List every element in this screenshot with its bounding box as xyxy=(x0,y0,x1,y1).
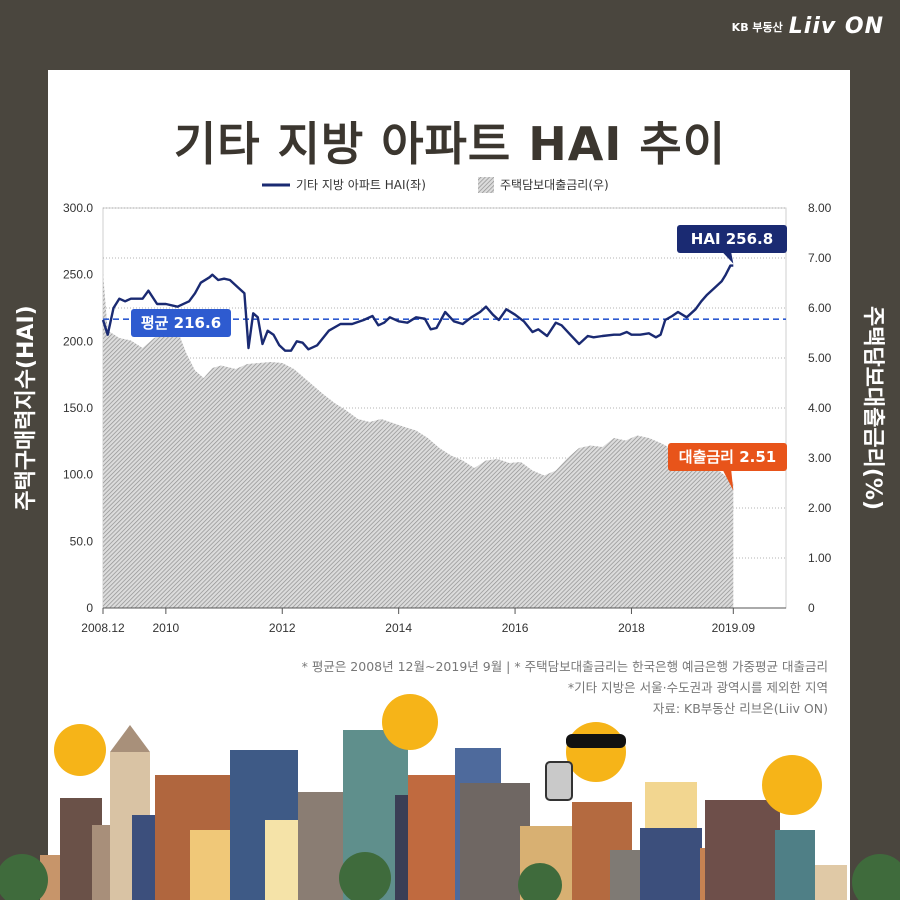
footnote-average: * 평균은 2008년 12월~2019년 9월 | * 주택담보대출금리는 한… xyxy=(301,659,828,674)
rate-series xyxy=(103,273,734,608)
legend-hai-label: 기타 지방 아파트 HAI(좌) xyxy=(296,178,426,192)
left-tick-label: 50.0 xyxy=(70,534,94,548)
average-badge-text: 평균 216.6 xyxy=(141,314,221,332)
right-tick-label: 7.00 xyxy=(808,251,832,265)
right-tick-label: 2.00 xyxy=(808,501,832,515)
trees xyxy=(0,852,900,900)
right-tick-label: 5.00 xyxy=(808,351,832,365)
rate-badge-text: 대출금리 2.51 xyxy=(679,448,776,466)
rate-area xyxy=(103,273,734,608)
mascot-characters xyxy=(54,694,822,815)
legend-rate-swatch xyxy=(478,177,494,193)
rate-badge: 대출금리 2.51 xyxy=(668,443,787,491)
x-tick-label: 2008.12 xyxy=(81,621,125,635)
rate-badge-box xyxy=(668,443,787,471)
x-tick-label: 2016 xyxy=(502,621,529,635)
left-tick-label: 250.0 xyxy=(63,268,93,282)
rate-badge-pointer xyxy=(723,471,734,491)
chart-title: 기타 지방 아파트 HAI 추이 xyxy=(173,117,727,171)
footnotes: * 평균은 2008년 12월~2019년 9월 | * 주택담보대출금리는 한… xyxy=(302,656,828,719)
hai-badge-text: HAI 256.8 xyxy=(691,230,773,248)
x-tick-label: 2018 xyxy=(618,621,645,635)
brand-logo: KB 부동산 Liiv ON xyxy=(732,14,884,39)
hai-badge-box xyxy=(677,225,787,253)
left-tick-label: 0 xyxy=(86,601,93,615)
brand-kb-text: KB 부동산 xyxy=(731,20,783,34)
badges: 평균 216.6 HAI 256.8 대출금리 2.51 xyxy=(131,225,787,491)
average-badge: 평균 216.6 xyxy=(131,309,231,337)
left-tick-label: 150.0 xyxy=(63,401,93,415)
brand-liiv-logo: Liiv ON xyxy=(788,14,884,39)
left-tick-label: 100.0 xyxy=(63,468,93,482)
x-tick-label: 2010 xyxy=(153,621,180,635)
buildings xyxy=(40,725,847,900)
right-tick-label: 4.00 xyxy=(808,401,832,415)
left-tick-label: 200.0 xyxy=(63,334,93,348)
footnote-region: *기타 지방은 서울·수도권과 광역시를 제외한 지역 xyxy=(567,680,828,695)
footnote-source: 자료: KB부동산 리브온(Liiv ON) xyxy=(652,701,828,716)
x-tick-label: 2014 xyxy=(385,621,412,635)
right-tick-label: 3.00 xyxy=(808,451,832,465)
right-tick-label: 0 xyxy=(808,601,815,615)
average-badge-box xyxy=(131,309,231,337)
x-tick-label: 2012 xyxy=(269,621,296,635)
left-tick-label: 300.0 xyxy=(63,201,93,215)
hai-badge-pointer xyxy=(723,253,734,264)
right-tick-label: 8.00 xyxy=(808,201,832,215)
right-tick-label: 6.00 xyxy=(808,301,832,315)
right-tick-label: 1.00 xyxy=(808,551,832,565)
axes: 0 50.0 100.0 150.0 200.0 250.0 300.0 0 1.00 2.00 3… xyxy=(63,201,832,635)
legend: 기타 지방 아파트 HAI(좌) 주택담보대출금리(우) xyxy=(262,177,609,193)
hai-line xyxy=(101,264,734,352)
x-tick-label: 2019.09 xyxy=(712,621,756,635)
legend-rate-label: 주택담보대출금리(우) xyxy=(500,178,609,192)
hai-badge: HAI 256.8 xyxy=(677,225,787,264)
